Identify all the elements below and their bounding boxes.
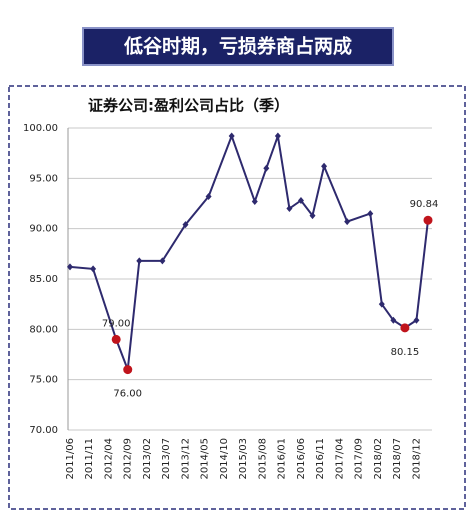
x-tick-label: 2018/07 <box>392 438 403 480</box>
y-tick-label: 70.00 <box>29 425 58 436</box>
data-label: 80.15 <box>391 347 420 358</box>
point <box>182 221 189 229</box>
point <box>90 265 97 273</box>
point <box>367 210 374 218</box>
highlight-point <box>123 365 133 375</box>
y-tick-label: 85.00 <box>29 274 58 285</box>
point <box>344 218 351 226</box>
x-tick-label: 2015/08 <box>257 438 268 480</box>
x-tick-label: 2013/12 <box>180 438 191 480</box>
x-tick-label: 2013/02 <box>142 438 153 480</box>
point <box>136 257 143 265</box>
y-tick-label: 100.00 <box>23 123 58 134</box>
x-tick-label: 2011/11 <box>84 438 95 480</box>
x-tick-label: 2012/04 <box>103 438 114 480</box>
x-tick-label: 2014/10 <box>219 438 230 480</box>
highlight-point <box>111 334 121 344</box>
point <box>159 257 166 265</box>
x-tick-label: 2013/07 <box>161 438 172 480</box>
point <box>286 205 293 213</box>
x-tick-label: 2016/01 <box>277 438 288 480</box>
x-tick-label: 2015/03 <box>238 438 249 480</box>
point <box>274 132 281 140</box>
point <box>205 192 212 200</box>
point <box>309 212 316 220</box>
y-tick-label: 95.00 <box>29 173 58 184</box>
point <box>297 196 304 204</box>
point <box>390 316 397 324</box>
highlight-point <box>400 323 410 333</box>
x-tick-label: 2017/09 <box>354 438 365 480</box>
point <box>263 164 270 172</box>
x-tick-label: 2011/06 <box>65 438 76 480</box>
line <box>69 133 429 370</box>
x-tick-label: 2018/02 <box>373 438 384 480</box>
chart-title: 证券公司:盈利公司占比（季） <box>88 97 289 115</box>
data-label: 76.00 <box>113 389 142 400</box>
x-tick-label: 2016/06 <box>296 438 307 480</box>
data-label: 90.84 <box>410 199 439 210</box>
point <box>413 316 420 324</box>
x-tick-label: 2018/12 <box>411 438 422 480</box>
point <box>67 263 73 271</box>
highlight-point <box>423 215 433 225</box>
point <box>321 162 328 170</box>
chart-frame <box>8 85 466 510</box>
banner-title: 低谷时期，亏损券商占两成 <box>123 35 352 58</box>
x-tick-label: 2014/05 <box>200 438 211 480</box>
banner <box>82 27 394 66</box>
y-tick-label: 75.00 <box>29 375 58 386</box>
point <box>378 300 385 308</box>
x-tick-label: 2016/11 <box>315 438 326 480</box>
point <box>228 132 235 140</box>
point <box>251 197 258 205</box>
y-tick-label: 80.00 <box>29 324 58 335</box>
x-tick-label: 2017/04 <box>334 438 345 480</box>
y-tick-label: 90.00 <box>29 224 58 235</box>
x-tick-label: 2012/09 <box>123 438 134 480</box>
data-label: 79.00 <box>102 318 131 329</box>
